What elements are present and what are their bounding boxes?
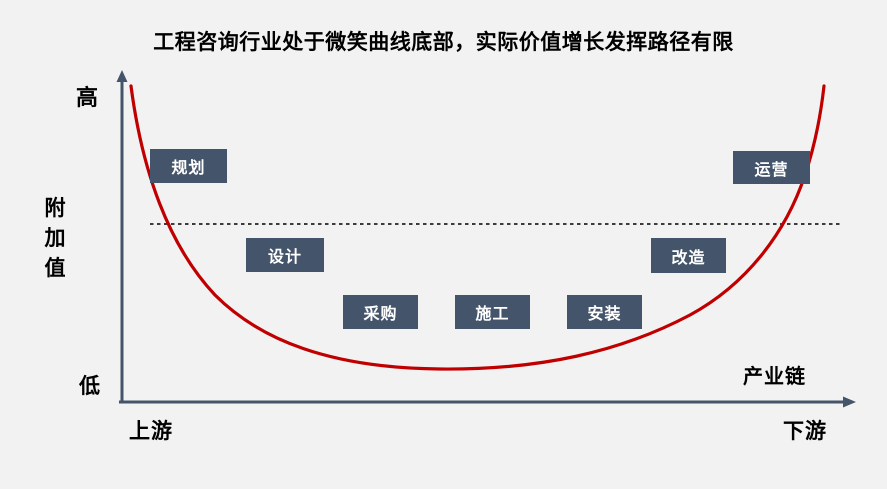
stage-box-design: 设计 (246, 238, 324, 272)
page-title: 工程咨询行业处于微笑曲线底部，实际价值增长发挥路径有限 (153, 31, 734, 54)
x-axis-arrow-icon (843, 396, 856, 408)
x-axis-left-label: 上游 (129, 420, 173, 443)
x-axis-title: 产业链 (743, 366, 806, 388)
y-axis-title: 附加值 (44, 197, 66, 280)
stage-box-operation: 运营 (733, 151, 810, 184)
stage-box-construction: 施工 (455, 295, 530, 329)
stage-box-installation: 安装 (567, 295, 642, 329)
stage-box-renovation: 改造 (651, 238, 726, 273)
y-axis-high-label: 高 (76, 85, 99, 110)
y-axis-arrow-icon (116, 70, 128, 82)
stage-box-procurement: 采购 (343, 295, 418, 329)
x-axis-right-label: 下游 (783, 420, 827, 443)
y-axis-low-label: 低 (79, 375, 100, 398)
stage-box-planning: 规划 (150, 149, 227, 183)
smile-curve-path (129, 84, 826, 371)
